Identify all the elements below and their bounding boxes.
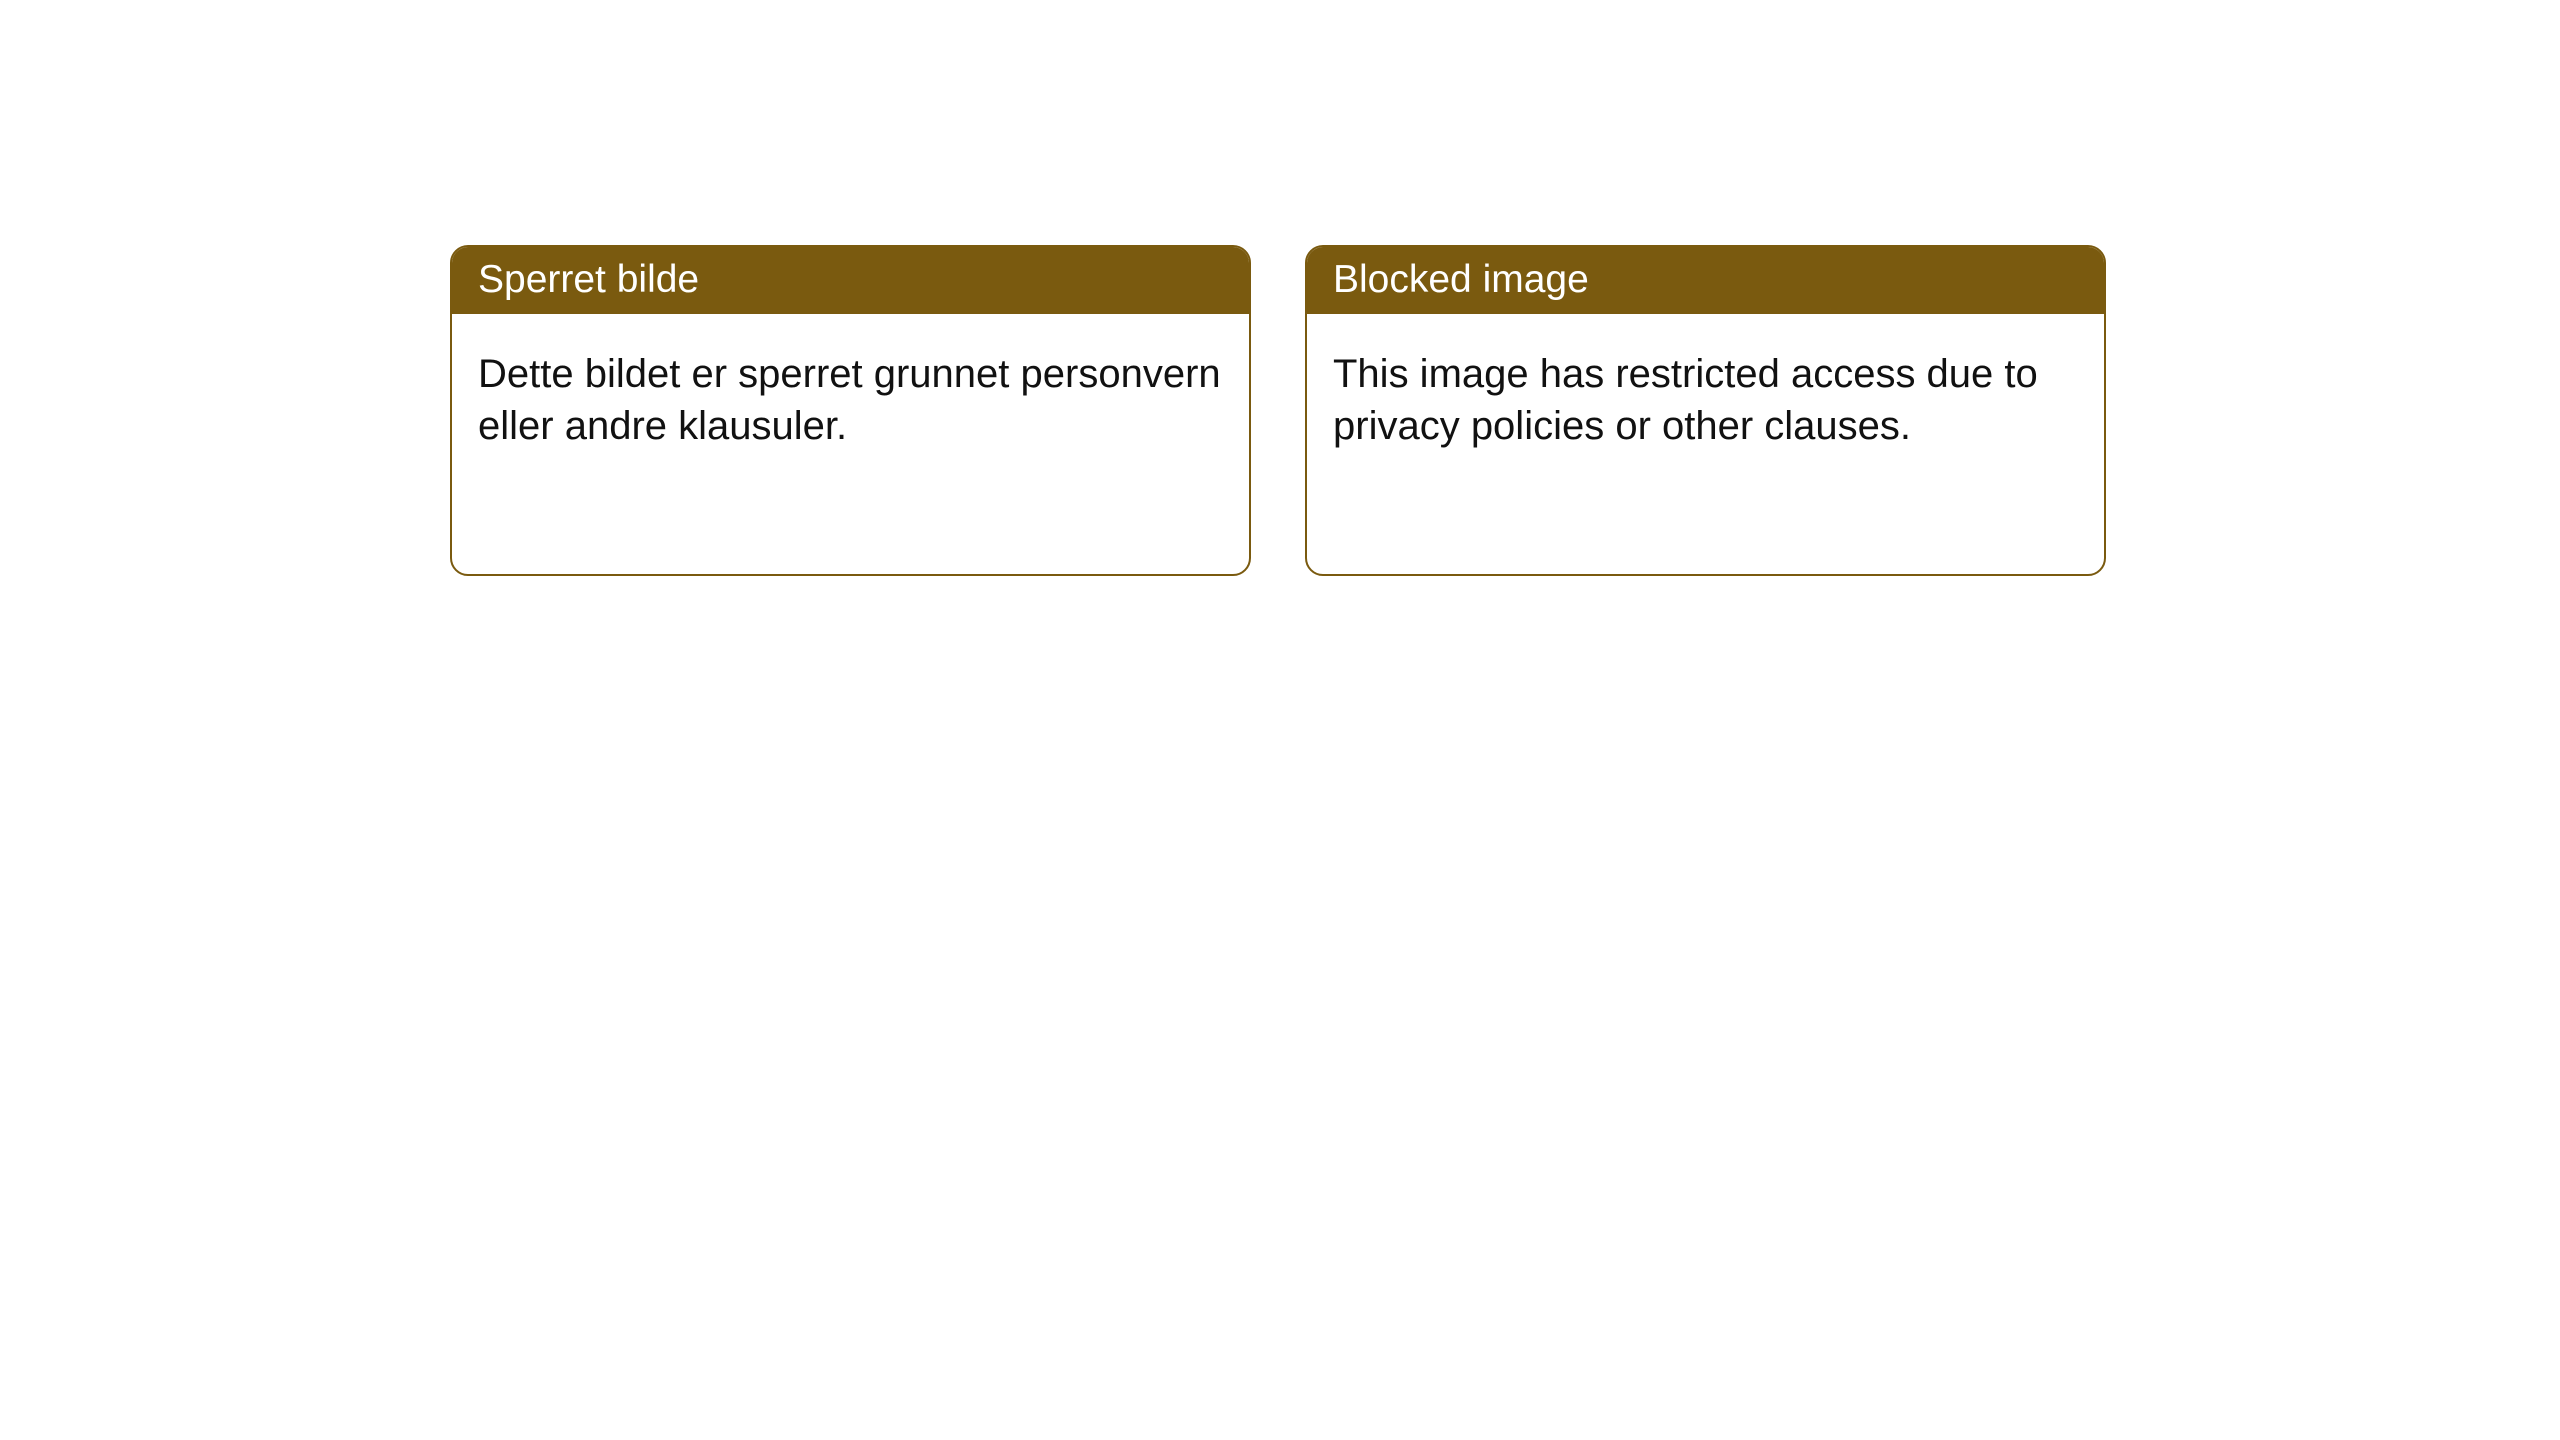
notice-card-norwegian: Sperret bilde Dette bildet er sperret gr…	[450, 245, 1251, 576]
notice-card-header: Blocked image	[1307, 247, 2104, 314]
notice-cards-container: Sperret bilde Dette bildet er sperret gr…	[0, 0, 2560, 576]
notice-card-body: Dette bildet er sperret grunnet personve…	[452, 314, 1249, 478]
notice-card-header: Sperret bilde	[452, 247, 1249, 314]
notice-card-english: Blocked image This image has restricted …	[1305, 245, 2106, 576]
notice-card-body: This image has restricted access due to …	[1307, 314, 2104, 478]
